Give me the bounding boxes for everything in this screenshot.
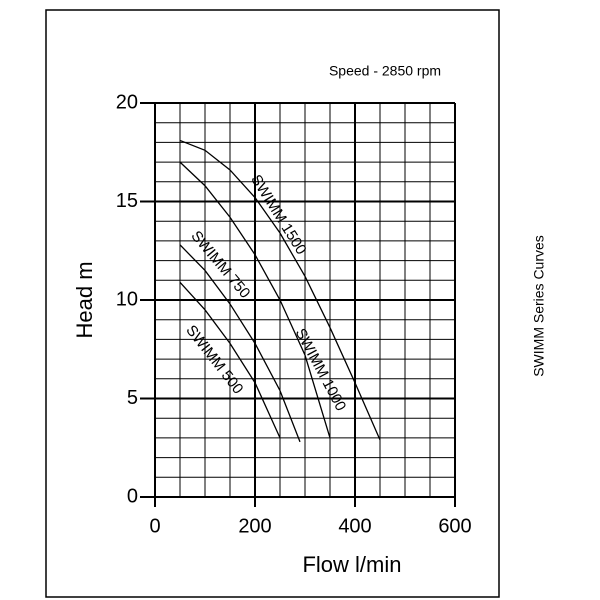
curve: [179, 161, 331, 439]
y-axis-label: Head m: [72, 261, 97, 338]
y-tick-label: 0: [127, 485, 138, 507]
curve: [179, 139, 381, 441]
y-tick-label: 5: [127, 387, 138, 409]
x-tick-label: 600: [438, 515, 471, 537]
side-title: SWIMM Series Curves: [531, 235, 547, 377]
x-axis-label: Flow l/min: [302, 552, 401, 577]
curve-label: SWIMM 500: [182, 322, 246, 397]
curve-label: SWIMM 1500: [247, 172, 310, 258]
x-tick-label: 400: [338, 515, 371, 537]
curve-label: SWIMM 1000: [292, 326, 350, 414]
y-tick-label: 15: [116, 190, 138, 212]
frame: [45, 9, 500, 598]
curve: [179, 281, 281, 439]
x-tick-label: 200: [238, 515, 271, 537]
y-tick-label: 20: [116, 91, 138, 113]
y-tick-label: 10: [116, 288, 138, 310]
x-tick-label: 0: [149, 515, 160, 537]
curve: [179, 244, 301, 443]
subtitle: Speed - 2850 rpm: [329, 63, 441, 79]
